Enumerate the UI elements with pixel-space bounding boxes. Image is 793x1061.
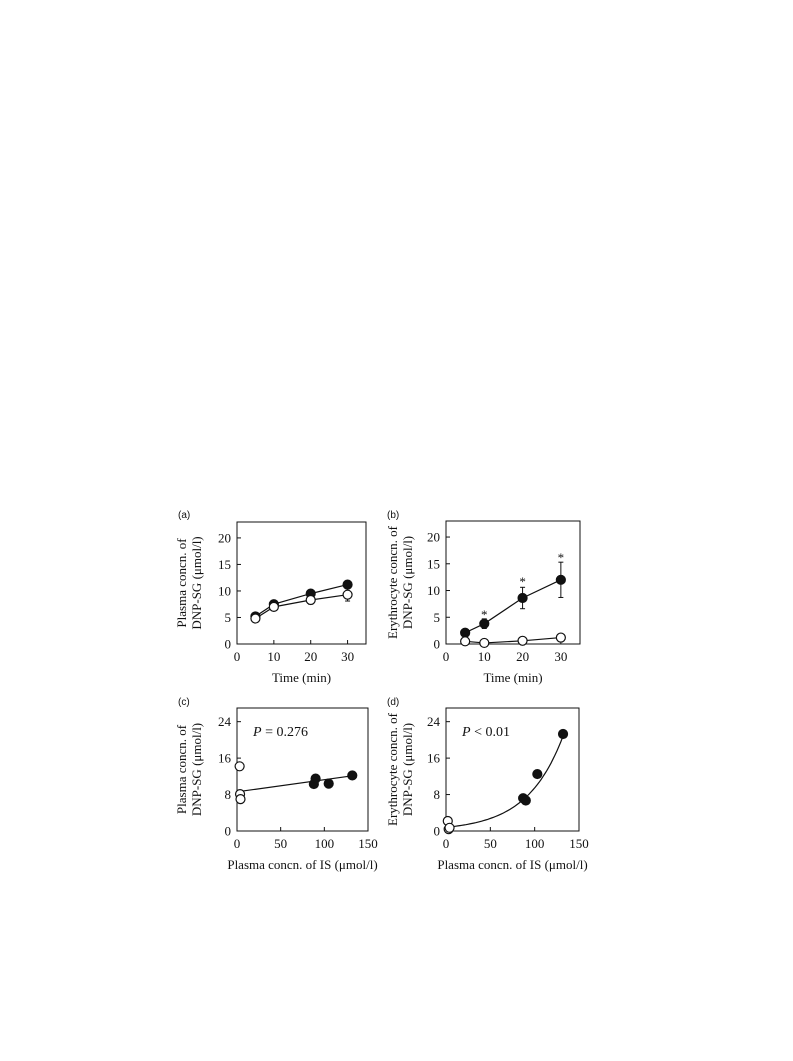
fit-curve (445, 730, 566, 828)
significance-marker: * (558, 550, 565, 565)
panel-label: (d) (387, 697, 399, 708)
data-point-open (250, 613, 261, 624)
x-tick-label: 100 (315, 836, 335, 851)
data-point-open (268, 601, 279, 612)
y-tick-label: 10 (427, 583, 440, 598)
x-axis-label: Time (min) (483, 670, 542, 685)
y-axis-label: Erythrocyte concn. of (385, 712, 400, 826)
chart-panel-3: (c) 0 50 100 150 0 8 16 24 Plasma concn. of IS (μ… (174, 697, 378, 872)
y-axis-label: DNP-SG (μmol/l) (400, 536, 415, 629)
y-tick-label: 16 (427, 751, 441, 766)
p-symbol: P (252, 725, 262, 740)
p-symbol: P (461, 725, 471, 740)
y-tick-label: 24 (218, 714, 232, 729)
data-point-open (460, 636, 471, 647)
y-axis-label: Erythrocyte concn. of (385, 525, 400, 639)
x-tick-label: 20 (516, 649, 529, 664)
y-axis-label: DNP-SG (μmol/l) (400, 723, 415, 816)
panel-label: (b) (387, 510, 399, 521)
x-tick-label: 0 (234, 649, 241, 664)
x-tick-label: 150 (569, 836, 589, 851)
y-axis-label: Plasma concn. of (174, 724, 189, 814)
x-tick-label: 20 (304, 649, 317, 664)
y-tick-label: 5 (434, 610, 441, 625)
x-tick-label: 50 (274, 836, 287, 851)
x-axis-label: Time (min) (272, 670, 331, 685)
x-tick-label: 0 (443, 649, 450, 664)
chart-panel-4: (d) 0 50 100 150 0 8 16 24 Plasma concn. of IS (μ… (385, 697, 589, 872)
chart-panel-2: (b) 0 10 20 30 0 5 10 15 20 Time (min) Erythrocyte … (385, 510, 581, 685)
plot-frame (445, 707, 580, 832)
x-tick-label: 100 (525, 836, 545, 851)
x-tick-label: 10 (478, 649, 491, 664)
data-point-filled (532, 768, 543, 780)
data-point-filled (520, 795, 531, 806)
data-point-open (444, 822, 455, 833)
y-axis-label: DNP-SG (μmol/l) (189, 536, 204, 629)
fit-line (236, 774, 355, 793)
plot-frame (445, 520, 581, 645)
x-axis-label: Plasma concn. of IS (μmol/l) (437, 857, 587, 872)
series-line (465, 636, 561, 644)
data-point-open (234, 761, 245, 772)
y-tick-label: 15 (427, 556, 440, 571)
x-tick-label: 30 (341, 649, 354, 664)
series-line (255, 594, 348, 620)
data-point-open (555, 632, 566, 643)
data-point-open (305, 594, 316, 606)
data-point-open (235, 794, 246, 805)
y-tick-label: 8 (434, 787, 441, 802)
data-point-open (479, 637, 490, 649)
y-tick-label: 20 (427, 530, 440, 545)
data-point-filled (517, 592, 528, 604)
p-value-label: P = 0.276 (252, 725, 308, 740)
data-point-open (342, 589, 353, 600)
data-point-filled (323, 778, 334, 789)
x-axis-label: Plasma concn. of IS (μmol/l) (227, 857, 377, 872)
y-axis-label: DNP-SG (μmol/l) (189, 723, 204, 816)
y-tick-label: 10 (218, 583, 231, 598)
p-value: < 0.01 (471, 725, 510, 740)
data-point-filled (555, 574, 566, 585)
x-tick-label: 30 (554, 649, 567, 664)
plot-frame (236, 521, 367, 645)
data-point-filled (479, 618, 490, 629)
y-tick-label: 20 (218, 530, 231, 545)
chart-panel-1: (a) 0 10 20 30 0 5 10 15 20 Time (min) Plasma concn… (174, 510, 367, 685)
y-tick-label: 8 (225, 787, 232, 802)
y-tick-label: 0 (434, 637, 441, 652)
y-tick-label: 0 (225, 637, 232, 652)
x-tick-label: 150 (358, 836, 378, 851)
y-tick-label: 16 (218, 751, 232, 766)
data-point-open (517, 635, 528, 646)
series-line (255, 584, 348, 617)
y-tick-label: 24 (427, 714, 441, 729)
x-tick-label: 0 (234, 836, 241, 851)
panel-label: (c) (178, 697, 190, 708)
y-tick-label: 0 (434, 824, 441, 839)
x-tick-label: 0 (443, 836, 450, 851)
data-point-filled (460, 627, 471, 638)
significance-marker: * (481, 607, 488, 622)
p-value: = 0.276 (262, 725, 308, 740)
data-point-filled (310, 773, 321, 784)
y-tick-label: 0 (225, 824, 232, 839)
significance-marker: * (519, 574, 526, 589)
y-axis-label: Plasma concn. of (174, 538, 189, 628)
x-tick-label: 50 (484, 836, 497, 851)
x-tick-label: 10 (267, 649, 280, 664)
data-point-filled (557, 728, 569, 740)
p-value-label: P < 0.01 (461, 725, 510, 740)
data-point-filled (342, 579, 353, 590)
series-line (464, 579, 562, 634)
y-tick-label: 15 (218, 557, 231, 572)
panel-label: (a) (178, 510, 190, 521)
data-point-filled (347, 770, 358, 781)
y-tick-label: 5 (225, 610, 232, 625)
